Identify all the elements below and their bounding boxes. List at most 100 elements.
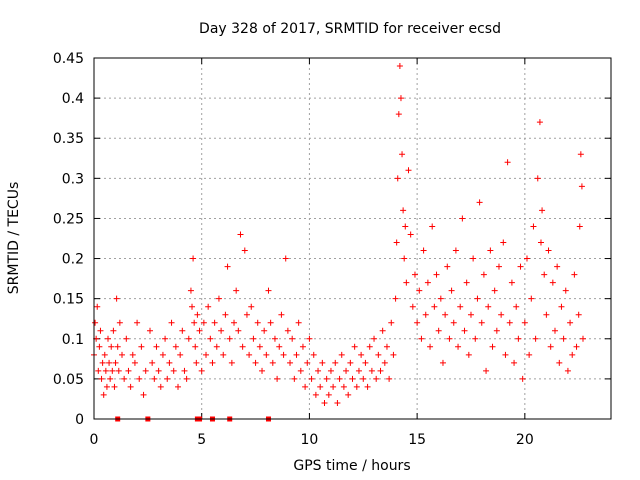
data-point (444, 263, 451, 270)
y-tick-label: 0.45 (53, 51, 84, 67)
data-point (485, 303, 492, 310)
data-point (168, 319, 175, 326)
data-point (312, 391, 319, 398)
data-point (205, 303, 212, 310)
data-point (149, 359, 156, 366)
data-point (411, 271, 418, 278)
data-point (193, 359, 200, 366)
data-point (560, 335, 567, 342)
data-point (203, 351, 210, 358)
data-point (476, 199, 483, 206)
data-point (179, 327, 186, 334)
data-point (131, 359, 138, 366)
data-point (513, 303, 520, 310)
data-point (502, 351, 509, 358)
data-point (401, 255, 408, 262)
plot-frame (93, 57, 612, 420)
data-point (393, 239, 400, 246)
data-point (564, 367, 571, 374)
data-point (377, 367, 384, 374)
data-point (330, 383, 337, 390)
data-point (338, 351, 345, 358)
data-point (267, 319, 274, 326)
data-point (151, 375, 158, 382)
data-point (323, 375, 330, 382)
data-point (418, 335, 425, 342)
data-point (407, 231, 414, 238)
y-tick-label: 0.35 (53, 131, 84, 147)
data-point (388, 319, 395, 326)
data-point (113, 295, 120, 302)
data-point (543, 311, 550, 318)
data-point (379, 327, 386, 334)
data-point (336, 375, 343, 382)
data-point (215, 295, 222, 302)
data-point (101, 351, 108, 358)
data-point (450, 319, 457, 326)
data-point (526, 351, 533, 358)
data-point (97, 327, 104, 334)
data-point (248, 303, 255, 310)
data-point (153, 343, 160, 350)
data-point (271, 335, 278, 342)
x-axis-label: GPS time / hours (293, 458, 410, 474)
data-point (98, 375, 105, 382)
data-point (545, 247, 552, 254)
data-point (439, 359, 446, 366)
data-point (414, 319, 421, 326)
data-point (478, 319, 485, 326)
data-point (358, 351, 365, 358)
data-point (246, 351, 253, 358)
data-point (129, 351, 136, 358)
data-point (254, 319, 261, 326)
data-point (147, 327, 154, 334)
y-tick-label: 0 (75, 412, 84, 428)
data-point (297, 367, 304, 374)
y-axis-label: SRMTID / TECUs (6, 182, 22, 295)
data-point (571, 271, 578, 278)
data-point (343, 367, 350, 374)
data-point (231, 319, 238, 326)
data-point (549, 279, 556, 286)
data-point (187, 287, 194, 294)
data-point (334, 399, 341, 406)
data-point (554, 263, 561, 270)
data-point (265, 287, 272, 294)
data-point (386, 375, 393, 382)
data-point (420, 247, 427, 254)
data-point (157, 383, 164, 390)
y-tick-label: 0.2 (62, 252, 84, 268)
data-point (164, 375, 171, 382)
data-point (364, 383, 371, 390)
data-point (457, 303, 464, 310)
data-point (110, 327, 117, 334)
data-point (241, 247, 248, 254)
data-point (226, 335, 233, 342)
data-point (536, 119, 543, 126)
data-point (504, 159, 511, 166)
data-point (191, 319, 198, 326)
data-point (106, 359, 113, 366)
data-point (96, 343, 103, 350)
data-point (395, 111, 402, 118)
data-point (422, 311, 429, 318)
data-point (474, 295, 481, 302)
data-point (399, 151, 406, 158)
data-point (547, 343, 554, 350)
data-point (319, 359, 326, 366)
data-point (172, 343, 179, 350)
y-tick-label: 0.05 (53, 372, 84, 388)
data-point (351, 343, 358, 350)
data-point (109, 367, 116, 374)
data-point (373, 375, 380, 382)
data-point (375, 351, 382, 358)
data-point (170, 367, 177, 374)
data-point (461, 327, 468, 334)
y-tick-label: 0.15 (53, 292, 84, 308)
data-point (491, 287, 498, 294)
data-point (431, 303, 438, 310)
data-point (261, 327, 268, 334)
data-point (577, 151, 584, 158)
data-point (569, 351, 576, 358)
data-point (539, 207, 546, 214)
